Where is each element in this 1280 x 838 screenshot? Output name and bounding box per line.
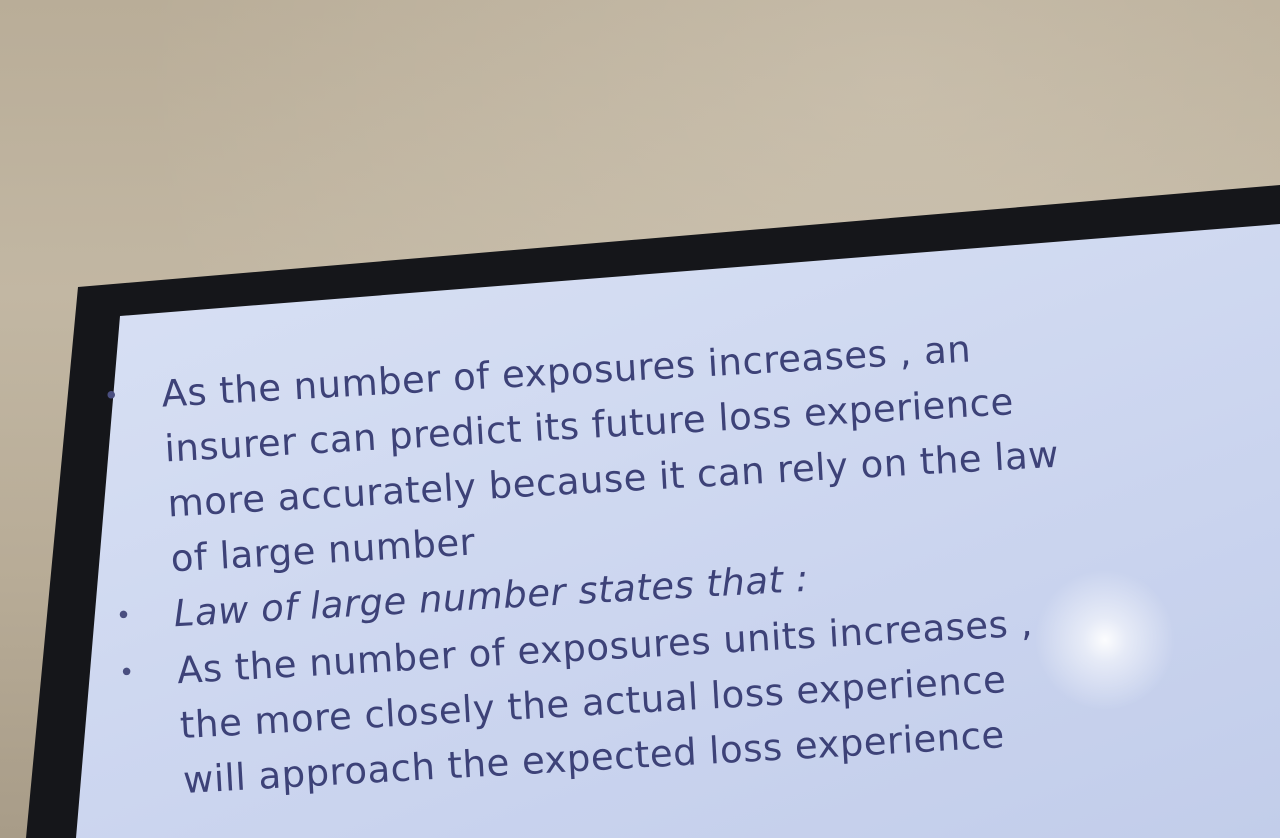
- bullet-dot-icon: •: [102, 381, 121, 412]
- bullet-dot-icon: •: [115, 600, 133, 632]
- bullet-dot-icon: •: [118, 657, 136, 689]
